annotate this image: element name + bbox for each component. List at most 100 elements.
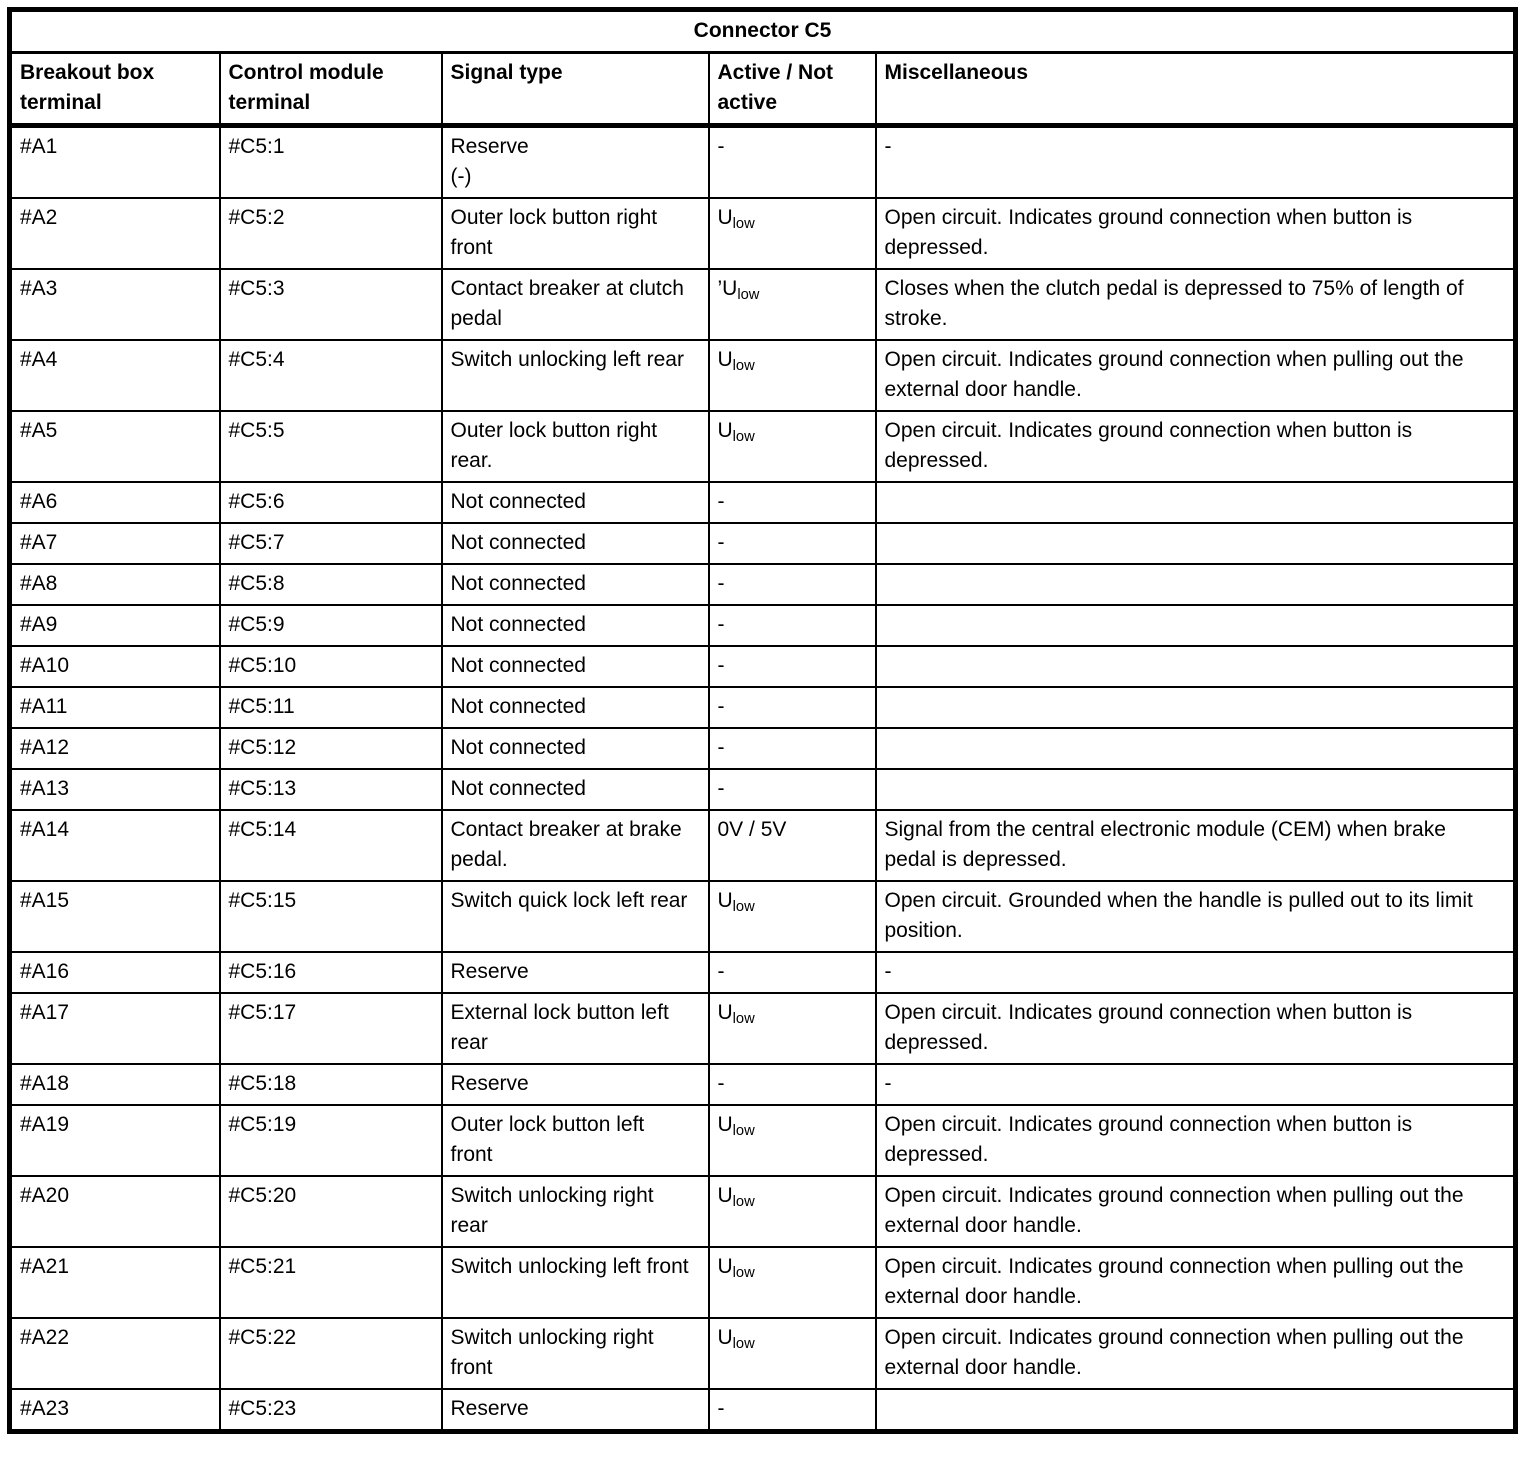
table-row: #A16 #C5:16 Reserve - -: [8, 951, 1517, 994]
cell-signal-type: Not connected: [440, 645, 710, 688]
cell-breakout-terminal: #A12: [8, 727, 221, 770]
active-main: U: [717, 1326, 733, 1349]
cell-active-state: Ulow: [707, 880, 877, 953]
active-main: U: [717, 1255, 733, 1278]
table-row: #A23 #C5:23 Reserve -: [8, 1388, 1517, 1433]
cell-signal-type: Reserve: [440, 1063, 710, 1106]
cell-breakout-terminal: #A4: [8, 339, 221, 412]
cell-signal-type: Outer lock button right front: [440, 197, 710, 270]
cell-signal-type: Not connected: [440, 563, 710, 606]
cell-miscellaneous: Open circuit. Grounded when the handle i…: [874, 880, 1517, 953]
cell-active-state: Ulow: [707, 1175, 877, 1248]
cell-signal-type: Not connected: [440, 522, 710, 565]
cell-signal-type: Reserve (-): [440, 124, 710, 199]
table-row: #A22 #C5:22 Switch unlocking right front…: [8, 1317, 1517, 1390]
table-row: #A5 #C5:5 Outer lock button right rear. …: [8, 410, 1517, 483]
table-head: Connector C5 Breakout box terminal Contr…: [8, 8, 1517, 128]
cell-miscellaneous: Open circuit. Indicates ground connectio…: [874, 1246, 1517, 1319]
cell-signal-type: Not connected: [440, 768, 710, 811]
cell-active-state: -: [707, 522, 877, 565]
cell-breakout-terminal: #A5: [8, 410, 221, 483]
cell-breakout-terminal: #A14: [8, 809, 221, 882]
cell-active-state: -: [707, 124, 877, 199]
active-main: U: [717, 348, 733, 371]
cell-signal-type: Switch unlocking left front: [440, 1246, 710, 1319]
connector-c5-table: Connector C5 Breakout box terminal Contr…: [7, 7, 1519, 1434]
cell-miscellaneous: [874, 686, 1517, 729]
cell-active-state: 0V / 5V: [707, 809, 877, 882]
active-sub: low: [732, 429, 755, 446]
cell-signal-type: External lock button left rear: [440, 992, 710, 1065]
cell-breakout-terminal: #A10: [8, 645, 221, 688]
table-row: #A7 #C5:7 Not connected -: [8, 522, 1517, 565]
active-sub: low: [737, 287, 760, 304]
active-main: -: [717, 613, 725, 636]
cell-module-terminal: #C5:19: [218, 1104, 443, 1177]
cell-signal-type: Not connected: [440, 604, 710, 647]
cell-miscellaneous: -: [874, 124, 1517, 199]
cell-miscellaneous: Open circuit. Indicates ground connectio…: [874, 992, 1517, 1065]
table-row: #A11 #C5:11 Not connected -: [8, 686, 1517, 729]
cell-breakout-terminal: #A11: [8, 686, 221, 729]
cell-breakout-terminal: #A15: [8, 880, 221, 953]
cell-module-terminal: #C5:4: [218, 339, 443, 412]
cell-miscellaneous: [874, 604, 1517, 647]
table-row: #A14 #C5:14 Contact breaker at brake ped…: [8, 809, 1517, 882]
cell-miscellaneous: [874, 645, 1517, 688]
active-sub: low: [732, 1123, 755, 1140]
cell-active-state: -: [707, 481, 877, 524]
cell-miscellaneous: [874, 563, 1517, 606]
cell-module-terminal: #C5:1: [218, 124, 443, 199]
cell-active-state: -: [707, 604, 877, 647]
cell-breakout-terminal: #A6: [8, 481, 221, 524]
cell-miscellaneous: [874, 481, 1517, 524]
active-sub: low: [732, 899, 755, 916]
active-main: -: [717, 490, 725, 513]
cell-active-state: -: [707, 727, 877, 770]
cell-miscellaneous: Closes when the clutch pedal is depresse…: [874, 268, 1517, 341]
cell-miscellaneous: Open circuit. Indicates ground connectio…: [874, 1104, 1517, 1177]
table-row: #A6 #C5:6 Not connected -: [8, 481, 1517, 524]
table-row: #A17 #C5:17 External lock button left re…: [8, 992, 1517, 1065]
column-header-active-state: Active / Not active: [707, 51, 877, 128]
column-header-signal-type: Signal type: [440, 51, 710, 128]
column-header-module-terminal: Control module terminal: [218, 51, 443, 128]
active-sub: low: [732, 1011, 755, 1028]
active-main: U: [717, 1113, 733, 1136]
cell-miscellaneous: [874, 522, 1517, 565]
cell-active-state: Ulow: [707, 1317, 877, 1390]
table-row: #A1 #C5:1 Reserve (-) - -: [8, 124, 1517, 199]
active-main: 0V / 5V: [717, 818, 787, 841]
table-row: #A4 #C5:4 Switch unlocking left rear Ulo…: [8, 339, 1517, 412]
table-title: Connector C5: [8, 8, 1517, 54]
cell-module-terminal: #C5:7: [218, 522, 443, 565]
cell-module-terminal: #C5:12: [218, 727, 443, 770]
cell-miscellaneous: [874, 768, 1517, 811]
cell-active-state: Ulow: [707, 1104, 877, 1177]
active-main: -: [717, 695, 725, 718]
cell-signal-type: Not connected: [440, 727, 710, 770]
cell-active-state: -: [707, 645, 877, 688]
cell-signal-type: Reserve: [440, 1388, 710, 1433]
cell-miscellaneous: Open circuit. Indicates ground connectio…: [874, 1175, 1517, 1248]
active-main: -: [717, 960, 725, 983]
table-row: #A8 #C5:8 Not connected -: [8, 563, 1517, 606]
table-row: #A18 #C5:18 Reserve - -: [8, 1063, 1517, 1106]
cell-breakout-terminal: #A23: [8, 1388, 221, 1433]
active-main: U: [717, 1184, 733, 1207]
cell-miscellaneous: -: [874, 951, 1517, 994]
active-main: -: [717, 1072, 725, 1095]
cell-signal-type: Switch unlocking right front: [440, 1317, 710, 1390]
cell-miscellaneous: Open circuit. Indicates ground connectio…: [874, 1317, 1517, 1390]
active-main: -: [717, 531, 725, 554]
cell-module-terminal: #C5:2: [218, 197, 443, 270]
cell-breakout-terminal: #A22: [8, 1317, 221, 1390]
cell-module-terminal: #C5:3: [218, 268, 443, 341]
cell-module-terminal: #C5:9: [218, 604, 443, 647]
cell-signal-type: Outer lock button left front: [440, 1104, 710, 1177]
active-sub: low: [732, 1194, 755, 1211]
cell-module-terminal: #C5:14: [218, 809, 443, 882]
cell-active-state: Ulow: [707, 992, 877, 1065]
title-row: Connector C5: [8, 8, 1517, 54]
cell-module-terminal: #C5:13: [218, 768, 443, 811]
